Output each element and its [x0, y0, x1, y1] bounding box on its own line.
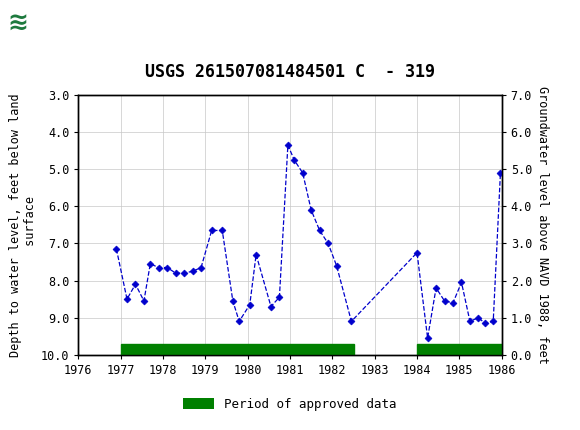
Y-axis label: Depth to water level, feet below land
 surface: Depth to water level, feet below land su…: [9, 93, 37, 357]
Text: USGS: USGS: [38, 15, 93, 33]
Bar: [3, 3, 61, 47]
Text: USGS 261507081484501 C  - 319: USGS 261507081484501 C - 319: [145, 63, 435, 81]
Bar: [417, 344, 502, 355]
Text: ≋: ≋: [8, 12, 28, 36]
Legend: Period of approved data: Period of approved data: [178, 393, 402, 416]
Bar: [121, 344, 353, 355]
Y-axis label: Groundwater level above NAVD 1988, feet: Groundwater level above NAVD 1988, feet: [536, 86, 549, 364]
